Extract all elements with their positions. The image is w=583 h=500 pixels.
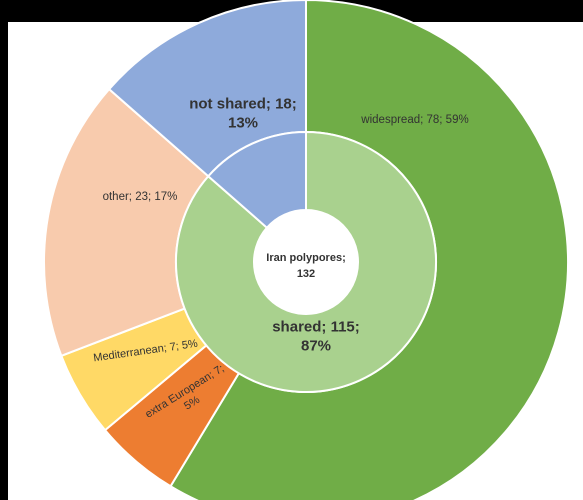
center-label-line2: 132 <box>297 268 315 280</box>
outer-label-other: other; 23; 17% <box>103 191 178 203</box>
inner-label-shared: shared; 115; 87% <box>272 319 360 355</box>
center-hole <box>254 210 358 314</box>
outer-label-widespread: widespread; 78; 59% <box>360 114 468 126</box>
center-label-line1: Iran polypores; <box>266 252 345 264</box>
inner-label-not-shared: not shared; 18; 13% <box>189 96 297 132</box>
